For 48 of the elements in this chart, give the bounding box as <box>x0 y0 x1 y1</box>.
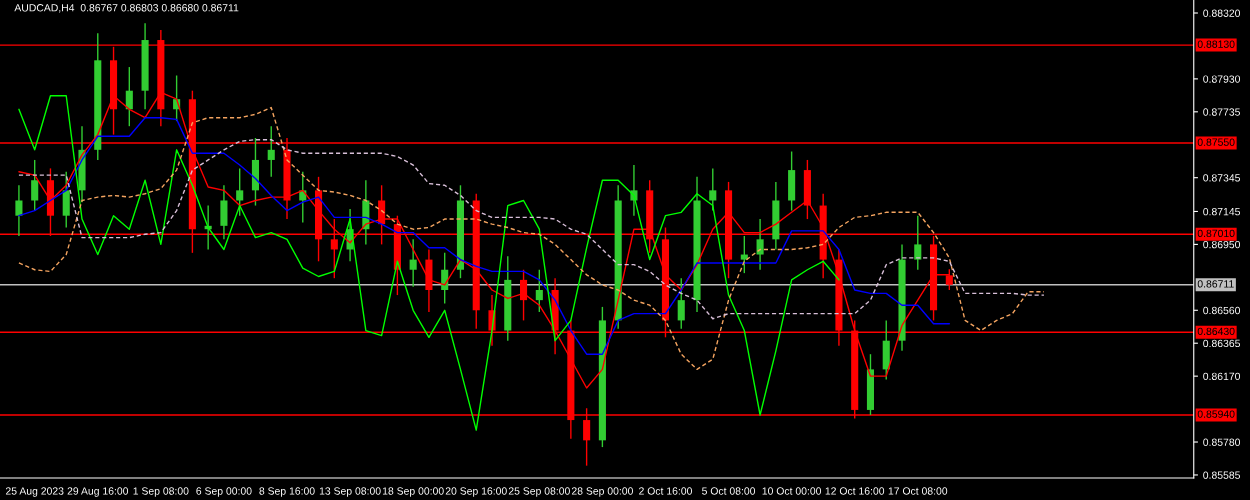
ref-line-label: 0.86430 <box>1197 327 1235 336</box>
y-tick-label: 0.85585 <box>1203 471 1240 479</box>
y-tick-label: 0.86560 <box>1203 306 1241 315</box>
candlestick <box>409 238 417 288</box>
x-tick-label: 25 Sep 08:00 <box>508 487 570 497</box>
candlestick <box>709 167 717 212</box>
y-tick-label: 0.87930 <box>1203 75 1241 83</box>
ref-line-label: 0.86711 <box>1197 280 1234 288</box>
candlestick <box>677 277 685 330</box>
x-tick-label: 6 Sep 00:00 <box>196 487 252 497</box>
line-series <box>18 95 840 431</box>
candlestick <box>31 159 39 212</box>
x-tick-label: 8 Sep 16:00 <box>259 487 315 497</box>
candlestick <box>756 218 764 271</box>
x-tick-label: 13 Sep 08:00 <box>319 487 381 497</box>
x-tick-label: 18 Sep 00:00 <box>382 487 444 497</box>
candlestick <box>236 167 244 217</box>
candlestick <box>125 66 133 127</box>
y-tick-label: 0.85780 <box>1203 438 1241 446</box>
candlestick <box>15 184 23 237</box>
ref-line-label: 0.85940 <box>1197 410 1235 418</box>
candlestick <box>267 125 275 178</box>
ref-line-label: 0.87550 <box>1197 138 1235 146</box>
line-series <box>18 138 1045 320</box>
x-tick-label: 20 Sep 16:00 <box>445 487 507 497</box>
x-tick-label: 2 Oct 16:00 <box>639 487 692 495</box>
x-tick-label: 1 Sep 08:00 <box>133 487 189 497</box>
y-tick-label: 0.86170 <box>1203 372 1241 381</box>
ref-line-label: 0.88130 <box>1197 40 1235 48</box>
x-tick-label: 17 Oct 08:00 <box>888 487 948 495</box>
candlestick <box>520 269 528 322</box>
x-tick-label: 25 Aug 2023 <box>5 487 64 497</box>
y-tick-label: 0.88320 <box>1203 9 1241 17</box>
ref-line-label: 0.87010 <box>1197 229 1235 238</box>
x-tick-label: 28 Sep 00:00 <box>571 487 633 497</box>
x-tick-label: 12 Oct 16:00 <box>825 487 885 495</box>
x-tick-label: 29 Aug 16:00 <box>67 487 129 497</box>
candlestick <box>535 269 543 313</box>
line-series <box>18 106 1045 371</box>
y-tick-label: 0.87735 <box>1203 108 1240 116</box>
y-tick-label: 0.86365 <box>1203 339 1240 348</box>
chart-title: AUDCAD,H4 0.86767 0.86803 0.86680 0.86711 <box>14 4 239 13</box>
y-tick-label: 0.87345 <box>1203 174 1240 182</box>
y-tick-label: 0.86950 <box>1203 240 1241 249</box>
y-tick-label: 0.87145 <box>1203 207 1240 216</box>
x-tick-label: 5 Oct 08:00 <box>702 487 756 495</box>
x-tick-label: 10 Oct 00:00 <box>762 487 822 495</box>
candlestick <box>914 214 922 271</box>
